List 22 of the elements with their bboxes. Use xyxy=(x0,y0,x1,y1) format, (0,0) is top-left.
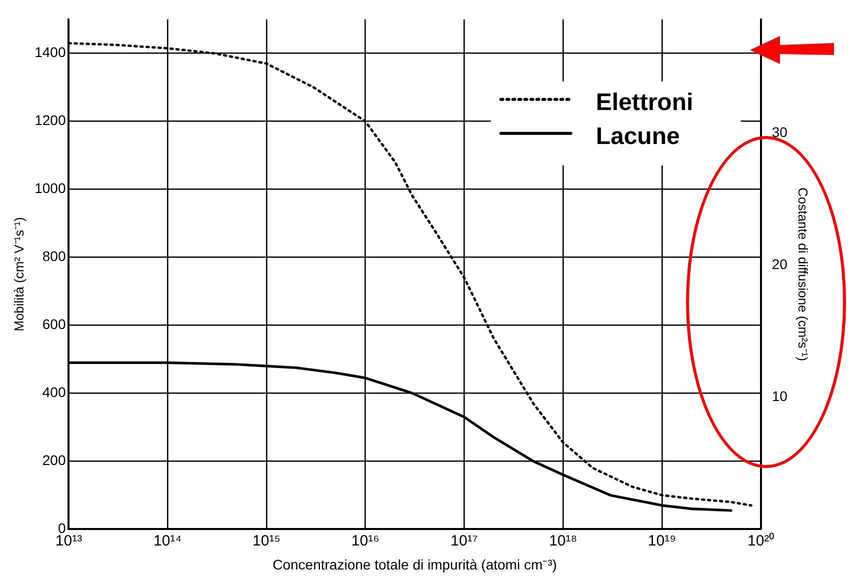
x-tick-label: 10¹⁶ xyxy=(351,532,380,550)
x-tick-label: 10¹⁸ xyxy=(549,532,578,550)
x-tick-label: 10¹⁷ xyxy=(450,532,478,550)
y-tick-label: 1200 xyxy=(34,112,66,128)
y-tick-label: 800 xyxy=(42,248,66,264)
y2-tick-label: 20 xyxy=(772,256,788,272)
legend-label: Lacune xyxy=(596,123,680,150)
x-tick-label: 10¹⁵ xyxy=(252,532,280,550)
y2-tick-label: 10 xyxy=(772,388,788,404)
y2-tick-label: 30 xyxy=(772,124,788,140)
y2-axis-title: Costante di diffusione (cm²s⁻¹) xyxy=(796,188,811,362)
x-tick-label: 10¹⁴ xyxy=(154,532,182,550)
x-axis-title: Concentrazione totale di impurità (atomi cm⁻³) xyxy=(272,556,557,572)
y-tick-label: 200 xyxy=(42,452,66,468)
x-tick-label: 10¹⁹ xyxy=(648,532,676,550)
x-tick-label: 10²⁰ xyxy=(747,532,774,550)
y-tick-label: 1000 xyxy=(34,180,66,196)
y-tick-label: 1400 xyxy=(34,44,66,60)
y-tick-label: 400 xyxy=(42,384,66,400)
y-tick-label: 600 xyxy=(42,316,66,332)
legend-label: Elettroni xyxy=(596,89,694,116)
y-axis-title: Mobilità (cm² V⁻¹s⁻¹) xyxy=(11,217,26,332)
